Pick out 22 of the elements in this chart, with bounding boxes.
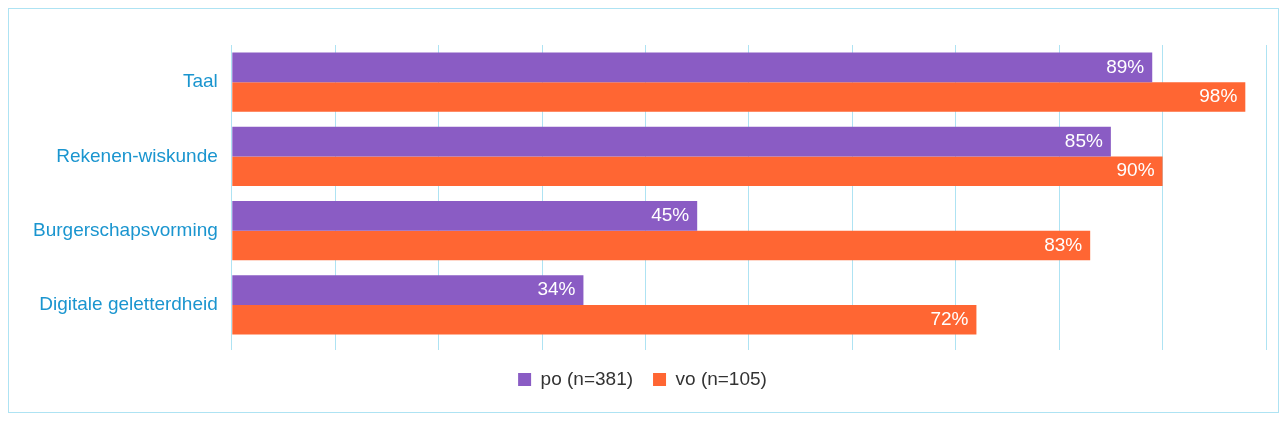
data-label: 85% <box>1064 129 1103 151</box>
bar <box>232 126 1111 157</box>
data-label: 83% <box>1044 233 1083 255</box>
legend-label: po (n=381) <box>540 367 634 389</box>
data-label: 45% <box>651 204 690 226</box>
bar <box>232 82 1246 112</box>
data-label: 72% <box>930 307 969 329</box>
y-tick-label: Rekenen-wiskunde <box>56 144 218 166</box>
bar <box>232 230 1091 261</box>
bar <box>232 52 1153 83</box>
bar <box>232 156 1163 187</box>
data-label: 90% <box>1116 159 1155 181</box>
y-tick-label: Digitale geletterdheid <box>39 293 218 315</box>
bar <box>232 200 698 231</box>
y-tick-label: Burgerschapsvorming <box>32 218 218 240</box>
data-label: 89% <box>1106 55 1145 77</box>
bar <box>232 275 584 305</box>
bar <box>232 304 977 335</box>
data-label: 98% <box>1199 85 1238 107</box>
data-label: 34% <box>537 278 576 300</box>
y-tick-label: Taal <box>182 70 218 92</box>
legend-label: vo (n=105) <box>675 367 767 389</box>
